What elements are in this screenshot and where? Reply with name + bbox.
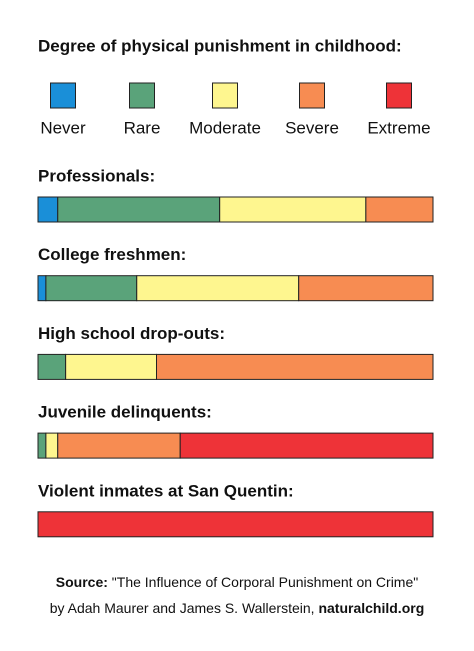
category-label: High school drop-outs: (38, 324, 225, 343)
legend-swatch (129, 82, 155, 109)
legend-swatch (299, 82, 325, 109)
category-label: College freshmen: (38, 245, 186, 264)
category-label: Violent inmates at San Quentin: (38, 481, 294, 500)
legend-label: Never (40, 118, 86, 137)
bar-segment (156, 353, 434, 380)
bar-segment (37, 196, 59, 223)
legend-label: Moderate (189, 118, 261, 137)
source-site: naturalchild.org (318, 600, 424, 616)
bar-segment (219, 196, 367, 223)
bar-segment (57, 432, 181, 459)
bar-segment (37, 275, 47, 302)
source-line: Source: "The Influence of Corporal Punis… (56, 574, 418, 590)
bar-segment (179, 432, 434, 459)
category-label: Professionals: (38, 166, 155, 185)
bar-segment (45, 432, 59, 459)
legend-swatch (212, 82, 238, 109)
legend-label: Extreme (367, 118, 430, 137)
bar-segment (298, 275, 434, 302)
bar-segment (37, 432, 47, 459)
bar-segment (65, 353, 157, 380)
bar-segment (37, 511, 434, 538)
source-label: Source: (56, 574, 108, 590)
legend-label: Rare (124, 118, 161, 137)
source-authors: by Adah Maurer and James S. Wallerstein, (50, 600, 315, 616)
chart-title: Degree of physical punishment in childho… (38, 36, 402, 55)
legend-swatch (386, 82, 412, 109)
legend-swatch (50, 82, 76, 109)
source-title: "The Influence of Corporal Punishment on… (112, 574, 418, 590)
bar-segment (37, 353, 67, 380)
category-label: Juvenile delinquents: (38, 403, 212, 422)
source-line: by Adah Maurer and James S. Wallerstein,… (50, 600, 425, 616)
bar-segment (57, 196, 221, 223)
bar-segment (365, 196, 434, 223)
legend-label: Severe (285, 118, 339, 137)
bar-segment (136, 275, 300, 302)
bar-segment (45, 275, 138, 302)
